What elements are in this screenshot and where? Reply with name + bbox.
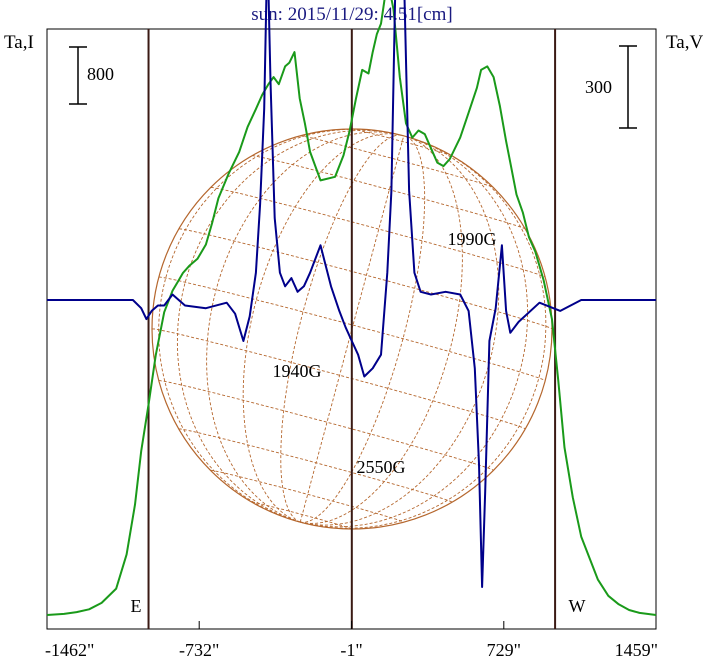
right-axis-label: Ta,V xyxy=(666,32,703,53)
longitude-line xyxy=(300,136,463,524)
longitude-line xyxy=(300,137,529,528)
east-limb-label: E xyxy=(131,596,142,616)
latitude-line xyxy=(352,128,452,157)
series-layer xyxy=(46,0,657,616)
x-tick-label: -1" xyxy=(340,640,362,660)
left-scale-bar: 800 xyxy=(69,46,114,105)
longitude-line xyxy=(206,131,397,523)
longitude-line xyxy=(176,129,396,523)
longitude-line xyxy=(300,136,426,523)
x-tick-label: -732" xyxy=(179,640,219,660)
latitude-line xyxy=(179,228,553,330)
right-scale-label: 300 xyxy=(585,77,612,97)
x-tick-label: 729" xyxy=(487,640,521,660)
stokes-v-line xyxy=(47,0,656,588)
annotation-1940g: 1940G xyxy=(273,361,322,381)
chart-title: sun: 2015/11/29: 4.51[cm] xyxy=(251,4,452,25)
latitude-line xyxy=(210,187,546,278)
stokes-i-line xyxy=(46,0,657,616)
x-tick-label: 1459" xyxy=(615,640,658,660)
x-tick-label: -1462" xyxy=(45,640,94,660)
limb-and-center-lines xyxy=(147,29,557,629)
latitude-line xyxy=(300,135,494,188)
longitude-line xyxy=(280,134,402,523)
annotation-2550g: 2550G xyxy=(357,457,406,477)
left-scale-label: 800 xyxy=(87,64,114,84)
west-limb-label: W xyxy=(569,596,586,616)
x-axis-ticks: -1462" -732" -1" 729" 1459" xyxy=(45,621,658,660)
right-scale-bar: 300 xyxy=(585,45,637,129)
longitude-line xyxy=(299,135,405,523)
annotation-1990g: 1990G xyxy=(448,229,497,249)
latitude-line xyxy=(158,276,546,382)
left-axis-label: Ta,I xyxy=(4,32,34,53)
